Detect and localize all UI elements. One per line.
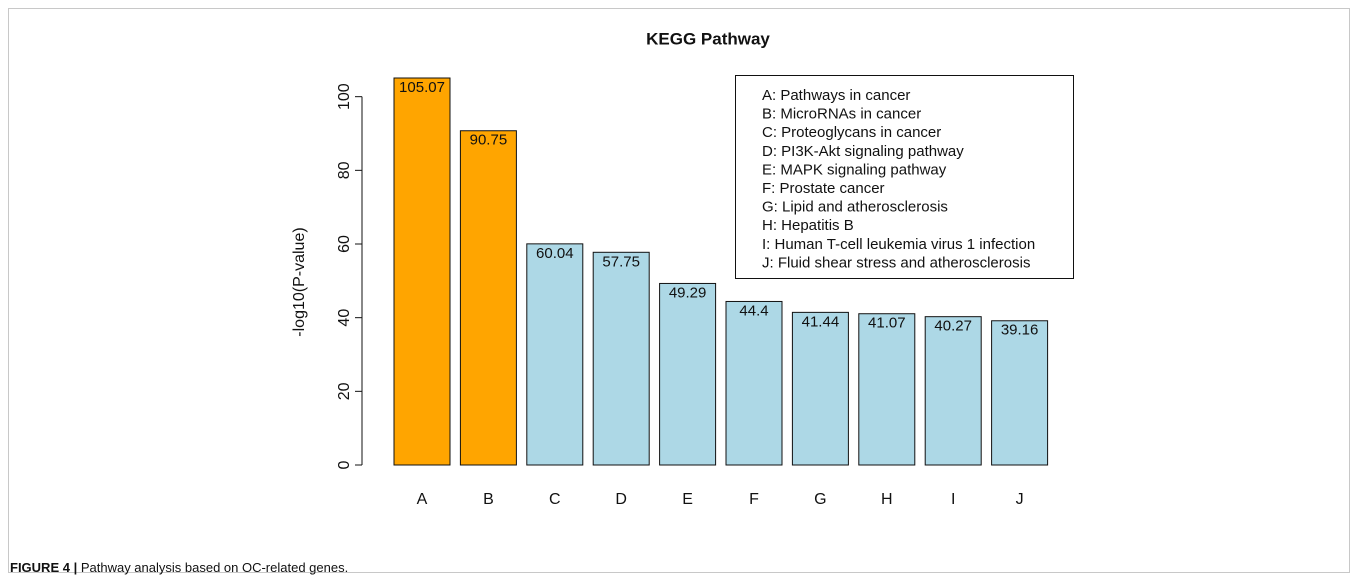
value-label: 44.4 bbox=[739, 302, 768, 319]
legend-entry: J: Fluid shear stress and atherosclerosi… bbox=[762, 254, 1030, 271]
caption: FIGURE 4 | Pathway analysis based on OC-… bbox=[10, 560, 348, 575]
caption-text: Pathway analysis based on OC-related gen… bbox=[81, 560, 348, 575]
x-tick-label: I bbox=[951, 491, 955, 508]
legend-entry: F: Prostate cancer bbox=[762, 180, 885, 197]
legend-entry: H: Hepatitis B bbox=[762, 217, 854, 234]
value-label: 57.75 bbox=[602, 253, 640, 270]
caption-label: FIGURE 4 | bbox=[10, 560, 77, 575]
x-tick-label: A bbox=[417, 491, 428, 508]
x-tick-label: E bbox=[682, 491, 693, 508]
bar bbox=[991, 320, 1049, 466]
y-tick-label: 100 bbox=[336, 83, 353, 110]
y-tick-label: 60 bbox=[336, 235, 353, 253]
y-tick-label: 20 bbox=[336, 382, 353, 400]
legend-entry: D: PI3K-Akt signaling pathway bbox=[762, 143, 964, 160]
x-tick-label: G bbox=[814, 491, 826, 508]
value-label: 60.04 bbox=[536, 245, 574, 262]
figure-border bbox=[8, 8, 1350, 573]
x-tick-label: C bbox=[549, 491, 561, 508]
bar bbox=[659, 282, 717, 466]
value-label: 41.07 bbox=[868, 315, 906, 332]
y-tick-label: 40 bbox=[336, 309, 353, 327]
value-label: 105.07 bbox=[399, 79, 445, 96]
bar bbox=[592, 251, 650, 466]
bar bbox=[924, 316, 982, 466]
legend-entry: A: Pathways in cancer bbox=[762, 87, 910, 104]
y-tick-label: 0 bbox=[336, 460, 353, 469]
x-tick-label: F bbox=[749, 491, 759, 508]
y-tick-label: 80 bbox=[336, 161, 353, 179]
legend-entry: B: MicroRNAs in cancer bbox=[762, 106, 921, 123]
value-label: 39.16 bbox=[1001, 322, 1039, 339]
legend-entry: I: Human T-cell leukemia virus 1 infecti… bbox=[762, 236, 1035, 253]
value-label: 49.29 bbox=[669, 284, 707, 301]
x-tick-label: B bbox=[483, 491, 494, 508]
value-label: 90.75 bbox=[470, 132, 508, 149]
legend-entry: E: MAPK signaling pathway bbox=[762, 161, 947, 178]
legend-entry: C: Proteoglycans in cancer bbox=[762, 124, 941, 141]
x-tick-label: D bbox=[615, 491, 627, 508]
bar bbox=[858, 313, 916, 466]
bar bbox=[526, 243, 584, 466]
y-axis-label: -log10(P-value) bbox=[291, 227, 308, 336]
chart-title: KEGG Pathway bbox=[646, 29, 770, 48]
bar bbox=[725, 300, 783, 466]
x-tick-label: J bbox=[1016, 491, 1024, 508]
bar bbox=[791, 311, 849, 466]
legend-entry: G: Lipid and atherosclerosis bbox=[762, 199, 948, 216]
bar bbox=[459, 130, 517, 466]
value-label: 41.44 bbox=[802, 313, 840, 330]
value-label: 40.27 bbox=[934, 318, 972, 335]
x-tick-label: H bbox=[881, 491, 893, 508]
bar bbox=[393, 77, 451, 466]
legend-box bbox=[735, 75, 1074, 279]
